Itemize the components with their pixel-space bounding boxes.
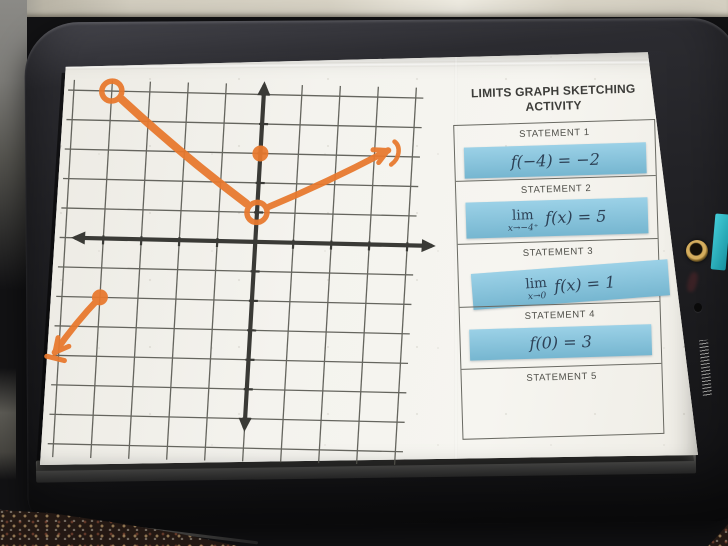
statement-label: STATEMENT 2 [520,182,592,196]
grid-lines [47,79,424,465]
axis-arrowheads [71,81,436,432]
ray-arrowhead [370,147,391,166]
arrow-hook [388,139,401,167]
limit-expression: lim x→−4⁺ [507,206,539,234]
limit-subscript: x→−4⁺ [507,222,539,234]
statement-card: lim x→−4⁺ f(x) = 5 [465,196,649,239]
limit-subscript: x→0 [527,290,547,302]
limits-graph [44,78,436,465]
closed-point [91,289,108,306]
wall-strip [0,0,728,17]
wall-left-lower-edge [0,368,16,480]
formula: f(0) = 3 [529,331,593,353]
bezel-hole [694,303,702,312]
statements-panel: LIMITS GRAPH SKETCHING ACTIVITY STATEMEN… [452,81,671,440]
statement-card: f(0) = 3 [469,323,653,361]
statement-card: f(−4) = −2 [463,141,647,179]
statement-row-2: STATEMENT 2 lim x→−4⁺ f(x) = 5 [455,174,658,244]
grommet-ring [686,240,708,262]
function-curve [44,78,401,364]
activity-title: LIMITS GRAPH SKETCHING ACTIVITY [452,81,655,118]
statement-row-5: STATEMENT 5 [461,362,664,439]
statement-row-1: STATEMENT 1 f(−4) = −2 [454,120,656,181]
formula: f(x) = 5 [544,206,607,228]
graph-plot [44,78,436,465]
statement-row-3: STATEMENT 3 lim x→0 f(x) = 1 [457,237,671,310]
limit-expression: lim x→0 [524,274,548,303]
statement-label: STATEMENT 3 [522,245,594,259]
curve-segment [117,95,251,208]
statement-label: STATEMENT 1 [519,126,590,140]
statement-label: STATEMENT 4 [524,308,596,322]
wall-left-edge [0,0,27,290]
statements-table: STATEMENT 1 f(−4) = −2 STATEMENT 2 lim x… [453,118,671,440]
formula: f(−4) = −2 [510,149,601,172]
carpet-bottom-right [708,524,728,546]
arrow-smudge [44,353,67,364]
formula: f(x) = 1 [553,271,616,295]
axes [73,84,433,430]
paper-crease-vertical [453,52,458,466]
statement-label: STATEMENT 5 [526,370,598,384]
axis-ticks [101,93,409,420]
ray-arrowhead [52,335,72,355]
curve-ray [265,147,392,211]
open-point [244,199,270,226]
closed-point [252,145,269,162]
lim-operator: lim [511,206,534,224]
lim-operator: lim [524,274,548,293]
statement-row-4: STATEMENT 4 f(0) = 3 [459,300,662,369]
open-point [99,78,125,104]
activity-title-line2: ACTIVITY [525,98,582,115]
